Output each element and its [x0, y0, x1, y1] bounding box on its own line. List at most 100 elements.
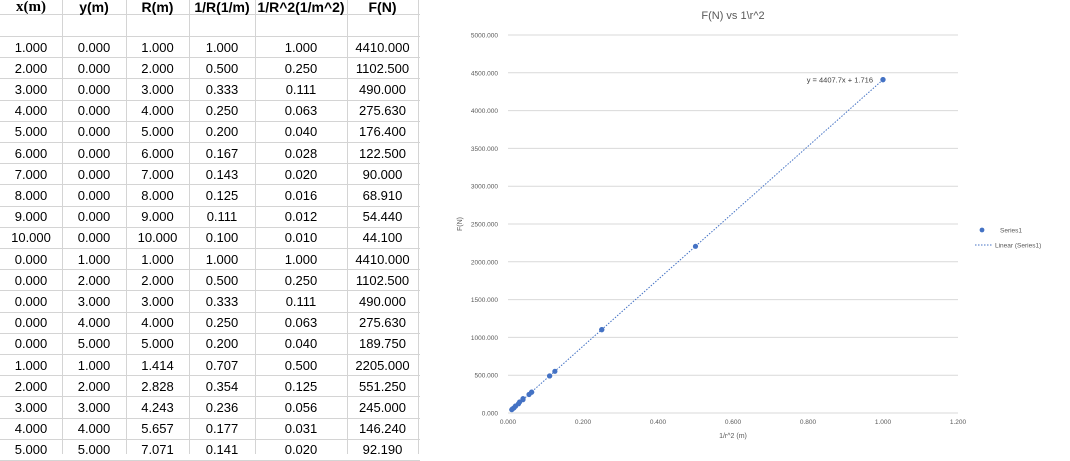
table-cell[interactable]: 4.000: [77, 421, 111, 437]
table-cell[interactable]: 5.000: [14, 124, 48, 140]
table-cell[interactable]: 0.250: [284, 272, 318, 288]
table-cell[interactable]: 0.707: [205, 357, 239, 373]
table-cell[interactable]: 2.000: [77, 272, 111, 288]
table-cell[interactable]: 0.000: [14, 315, 48, 331]
table-cell[interactable]: 5.657: [141, 421, 174, 437]
table-cell[interactable]: 122.500: [359, 145, 406, 161]
table-cell[interactable]: 0.000: [14, 336, 48, 352]
table-cell[interactable]: 0.500: [205, 60, 239, 76]
table-cell[interactable]: 0.063: [284, 315, 318, 331]
table-cell[interactable]: 0.500: [205, 272, 239, 288]
table-cell[interactable]: 0.016: [284, 187, 318, 203]
table-cell[interactable]: 0.125: [205, 187, 239, 203]
table-cell[interactable]: 0.000: [14, 293, 48, 309]
table-cell[interactable]: 0.040: [284, 336, 318, 352]
table-cell[interactable]: 0.063: [284, 103, 318, 119]
table-cell[interactable]: 3.000: [14, 81, 48, 97]
table-cell[interactable]: 0.200: [205, 336, 239, 352]
table-cell[interactable]: 0.000: [77, 39, 111, 55]
table-cell[interactable]: 2.000: [14, 60, 48, 76]
table-cell[interactable]: 5.000: [141, 124, 174, 140]
table-cell[interactable]: 3.000: [141, 293, 174, 309]
table-cell[interactable]: 0.000: [77, 166, 111, 182]
table-cell[interactable]: 490.000: [359, 293, 406, 309]
table-cell[interactable]: 0.000: [77, 145, 111, 161]
table-cell[interactable]: 0.125: [284, 378, 318, 394]
table-cell[interactable]: 0.250: [284, 60, 318, 76]
table-cell[interactable]: 2205.000: [355, 357, 410, 373]
table-cell[interactable]: 0.141: [205, 442, 239, 458]
table-cell[interactable]: 490.000: [359, 81, 406, 97]
table-cell[interactable]: 8.000: [14, 187, 48, 203]
table-cell[interactable]: 0.236: [205, 399, 239, 415]
table-cell[interactable]: 0.000: [77, 124, 111, 140]
table-cell[interactable]: 1.000: [77, 357, 111, 373]
table-cell[interactable]: 7.000: [14, 166, 48, 182]
table-cell[interactable]: 0.000: [77, 103, 111, 119]
table-cell[interactable]: 1102.500: [355, 272, 410, 288]
table-cell[interactable]: 4410.000: [355, 39, 410, 55]
table-cell[interactable]: 0.040: [284, 124, 318, 140]
table-cell[interactable]: 0.167: [205, 145, 239, 161]
table-cell[interactable]: 4.000: [14, 103, 48, 119]
table-cell[interactable]: 1.000: [205, 251, 239, 267]
table-cell[interactable]: 0.000: [77, 230, 111, 246]
table-cell[interactable]: 245.000: [359, 399, 406, 415]
table-cell[interactable]: 0.000: [14, 251, 48, 267]
table-cell[interactable]: 0.177: [205, 421, 239, 437]
table-cell[interactable]: 6.000: [14, 145, 48, 161]
table-cell[interactable]: 0.000: [77, 81, 111, 97]
table-cell[interactable]: 1.000: [284, 39, 318, 55]
table-cell[interactable]: 275.630: [359, 103, 406, 119]
table-cell[interactable]: 0.056: [284, 399, 318, 415]
table-cell[interactable]: 4.000: [77, 315, 111, 331]
table-cell[interactable]: 3.000: [14, 399, 48, 415]
table-cell[interactable]: 0.250: [205, 315, 239, 331]
table-cell[interactable]: 9.000: [14, 209, 48, 225]
table-cell[interactable]: 0.012: [284, 209, 318, 225]
table-cell[interactable]: 6.000: [141, 145, 174, 161]
table-cell[interactable]: 0.111: [206, 209, 238, 225]
table-cell[interactable]: 0.010: [284, 230, 318, 246]
table-cell[interactable]: 2.000: [14, 378, 48, 394]
table-cell[interactable]: 0.020: [284, 166, 318, 182]
table-cell[interactable]: 0.000: [77, 60, 111, 76]
table-cell[interactable]: 4.243: [141, 399, 174, 415]
table-cell[interactable]: 551.250: [359, 378, 406, 394]
table-cell[interactable]: 0.000: [77, 209, 111, 225]
table-cell[interactable]: 0.100: [205, 230, 239, 246]
table-cell[interactable]: 3.000: [141, 81, 174, 97]
table-cell[interactable]: 0.028: [284, 145, 318, 161]
table-cell[interactable]: 275.630: [359, 315, 406, 331]
table-cell[interactable]: 90.000: [362, 166, 403, 182]
table-cell[interactable]: 4.000: [141, 103, 174, 119]
table-cell[interactable]: 1.000: [141, 39, 174, 55]
table-cell[interactable]: 2.828: [141, 378, 174, 394]
table-cell[interactable]: 189.750: [359, 336, 406, 352]
table-cell[interactable]: 2.000: [77, 378, 111, 394]
table-cell[interactable]: 1.000: [284, 251, 318, 267]
table-cell[interactable]: 2.000: [141, 60, 174, 76]
table-cell[interactable]: 7.071: [141, 442, 174, 458]
table-cell[interactable]: 0.500: [284, 357, 318, 373]
table-cell[interactable]: 4.000: [14, 421, 48, 437]
table-cell[interactable]: 0.250: [205, 103, 239, 119]
table-cell[interactable]: 3.000: [77, 293, 111, 309]
table-cell[interactable]: 10.000: [137, 230, 178, 246]
table-cell[interactable]: 0.200: [205, 124, 239, 140]
table-cell[interactable]: 1.000: [205, 39, 239, 55]
table-cell[interactable]: 7.000: [141, 166, 174, 182]
table-cell[interactable]: 5.000: [77, 336, 111, 352]
table-cell[interactable]: 8.000: [141, 187, 174, 203]
table-cell[interactable]: 68.910: [362, 187, 403, 203]
table-cell[interactable]: 2.000: [141, 272, 174, 288]
table-cell[interactable]: 0.111: [285, 81, 317, 97]
table-cell[interactable]: 1.000: [77, 251, 111, 267]
table-cell[interactable]: 0.000: [14, 272, 48, 288]
table-cell[interactable]: 0.143: [205, 166, 239, 182]
table-cell[interactable]: 1.000: [14, 39, 48, 55]
table-cell[interactable]: 10.000: [11, 230, 51, 246]
table-cell[interactable]: 1.414: [141, 357, 174, 373]
table-cell[interactable]: 0.333: [205, 293, 239, 309]
table-cell[interactable]: 54.440: [362, 209, 403, 225]
